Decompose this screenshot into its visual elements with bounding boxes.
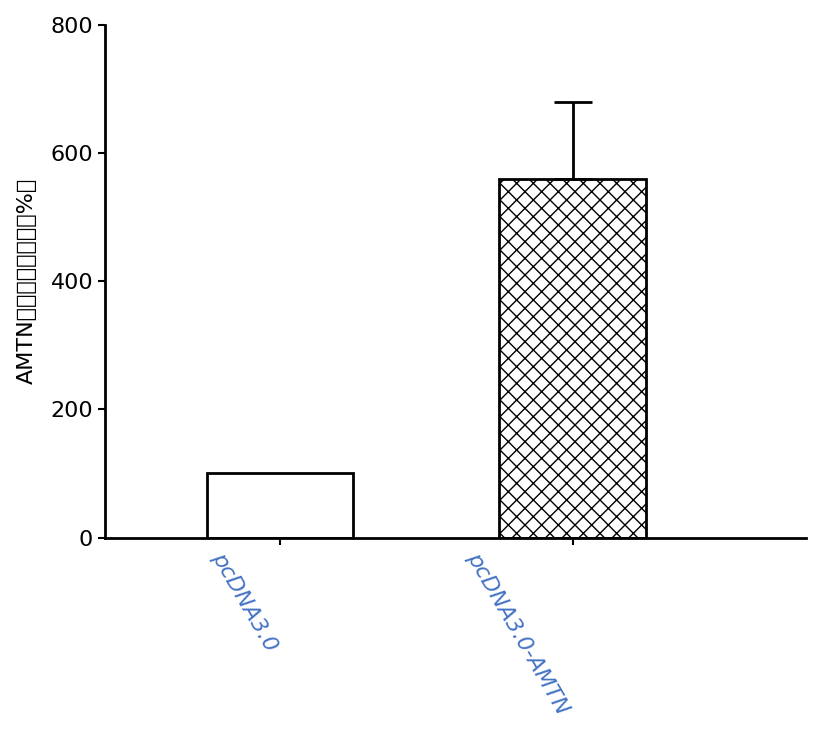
- Bar: [207, 473, 353, 537]
- Bar: [500, 179, 645, 537]
- Y-axis label: AMTN蛋白相对表达量（%）: AMTN蛋白相对表达量（%）: [16, 178, 37, 384]
